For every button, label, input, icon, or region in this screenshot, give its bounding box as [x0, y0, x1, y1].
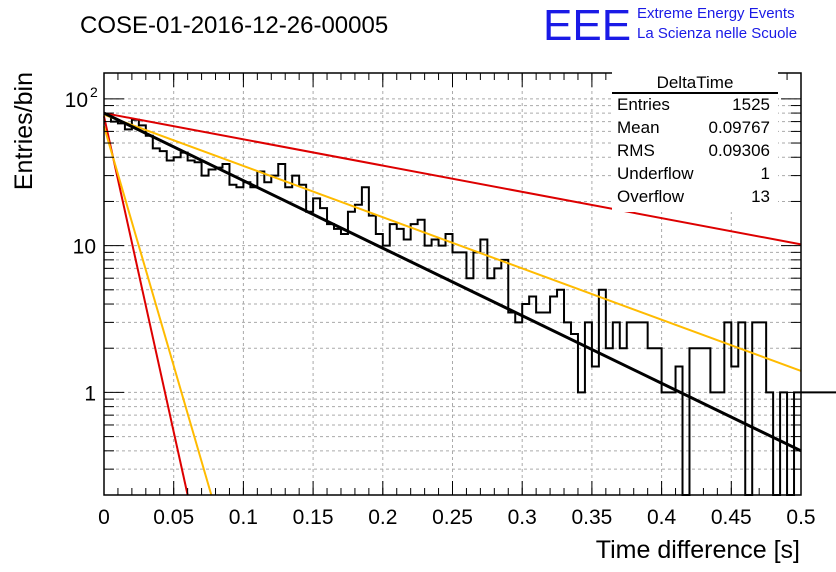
x-tick-label: 0	[98, 506, 110, 529]
stats-label-rms: RMS	[617, 141, 655, 160]
x-tick-label: 0.35	[571, 506, 612, 529]
y-tick-label: 10	[65, 89, 88, 112]
stats-title: DeltaTime	[657, 73, 734, 92]
x-tick-label: 0.3	[508, 506, 537, 529]
stats-label-underflow: Underflow	[617, 164, 694, 183]
stats-value-overflow: 13	[751, 187, 770, 206]
fit-line-5	[103, 126, 213, 496]
x-tick-label: 0.4	[647, 506, 677, 529]
fit-line-1	[103, 112, 802, 246]
x-tick-label: 0.05	[153, 506, 194, 529]
x-tick-label: 0.2	[368, 506, 397, 529]
fit-line-2	[103, 113, 802, 372]
stats-value-rms: 0.09306	[709, 141, 770, 160]
x-tick-label: 0.5	[786, 506, 815, 529]
x-tick-label: 0.25	[432, 506, 473, 529]
stats-value-entries: 1525	[732, 95, 770, 114]
fit-line-3	[103, 111, 802, 453]
logo-line-2: La Scienza nelle Scuole	[637, 25, 797, 42]
y-tick-label: 1	[84, 382, 96, 405]
logo-line-1: Extreme Energy Events	[637, 5, 795, 22]
stats-value-underflow: 1	[761, 164, 770, 183]
y-tick-label-exponent: 2	[90, 84, 98, 100]
plot-title: COSE-01-2016-12-26-00005	[80, 12, 388, 39]
stats-label-mean: Mean	[617, 118, 660, 137]
x-tick-label: 0.45	[711, 506, 752, 529]
x-tick-label: 0.1	[229, 506, 258, 529]
fit-line-4	[103, 116, 189, 496]
x-axis-label: Time difference [s]	[596, 536, 800, 564]
stats-box: DeltaTime Entries 1525 Mean 0.09767 RMS …	[612, 72, 778, 212]
x-tick-label: 0.15	[293, 506, 334, 529]
stats-label-entries: Entries	[617, 95, 670, 114]
eee-logo: EEE	[543, 1, 631, 50]
stats-label-overflow: Overflow	[617, 187, 685, 206]
y-tick-label: 10	[73, 236, 96, 259]
y-axis-label: Entries/bin	[10, 72, 38, 190]
stats-value-mean: 0.09767	[709, 118, 770, 137]
